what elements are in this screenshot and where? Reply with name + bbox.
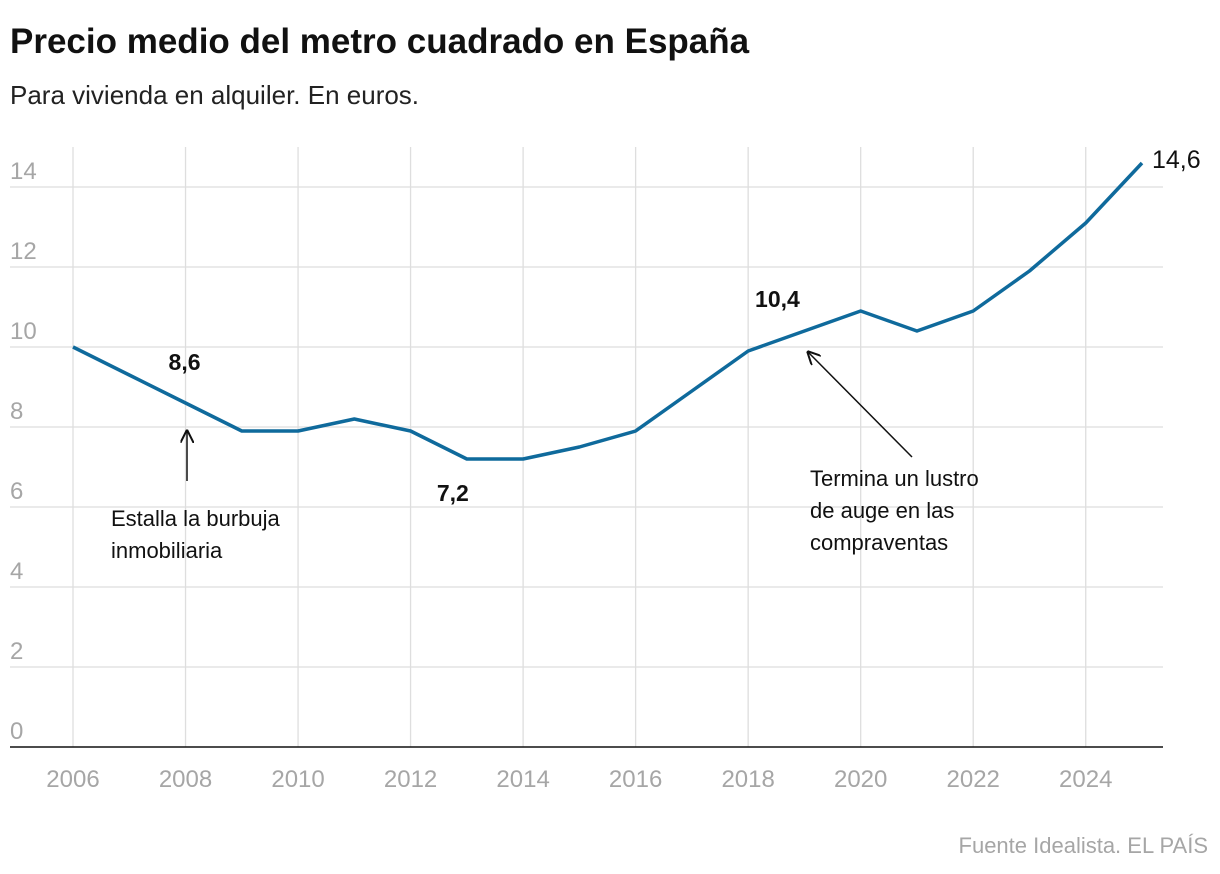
y-tick-label: 14 xyxy=(10,158,37,185)
x-tick-label: 2024 xyxy=(1059,766,1112,793)
data-label: 7,2 xyxy=(437,480,469,506)
data-label: 10,4 xyxy=(755,286,800,312)
data-label: 8,6 xyxy=(169,349,201,375)
y-tick-label: 4 xyxy=(10,558,23,585)
annotation-arrow xyxy=(808,352,913,458)
annotation-text: compraventas xyxy=(810,530,948,555)
gridlines xyxy=(10,147,1163,747)
x-tick-label: 2008 xyxy=(159,766,212,793)
y-tick-label: 12 xyxy=(10,238,37,265)
x-tick-label: 2018 xyxy=(721,766,774,793)
series-line xyxy=(72,161,1144,461)
data-label: 14,6 xyxy=(1152,146,1201,174)
chart-subtitle: Para vivienda en alquiler. En euros. xyxy=(10,80,419,110)
chart-title: Precio medio del metro cuadrado en Españ… xyxy=(10,22,750,61)
series-group xyxy=(72,161,1144,461)
x-axis: 2006 2008 2010 2012 2014 2016 2018 2020 2022 2024 xyxy=(46,766,1112,793)
y-tick-label: 6 xyxy=(10,478,23,505)
source-note: Fuente Idealista. EL PAÍS xyxy=(959,833,1208,858)
annotation-text: Termina un lustro xyxy=(810,466,979,491)
x-tick-label: 2012 xyxy=(384,766,437,793)
annotations: Estalla la burbuja inmobiliaria Termina un… xyxy=(111,352,979,563)
y-tick-label: 2 xyxy=(10,638,23,665)
x-tick-label: 2022 xyxy=(947,766,1000,793)
y-tick-label: 10 xyxy=(10,318,37,345)
y-tick-label: 0 xyxy=(10,718,23,745)
x-tick-label: 2016 xyxy=(609,766,662,793)
x-tick-label: 2006 xyxy=(46,766,99,793)
x-tick-label: 2010 xyxy=(271,766,324,793)
y-axis: 0 2 4 6 8 10 12 14 xyxy=(10,158,37,745)
annotation-text: Estalla la burbuja xyxy=(111,506,281,531)
x-tick-label: 2014 xyxy=(496,766,549,793)
y-tick-label: 8 xyxy=(10,398,23,425)
data-labels: 8,6 7,2 10,4 14,6 xyxy=(169,146,1201,506)
annotation-text: de auge en las xyxy=(810,498,954,523)
x-tick-label: 2020 xyxy=(834,766,887,793)
annotation-text: inmobiliaria xyxy=(111,538,223,563)
